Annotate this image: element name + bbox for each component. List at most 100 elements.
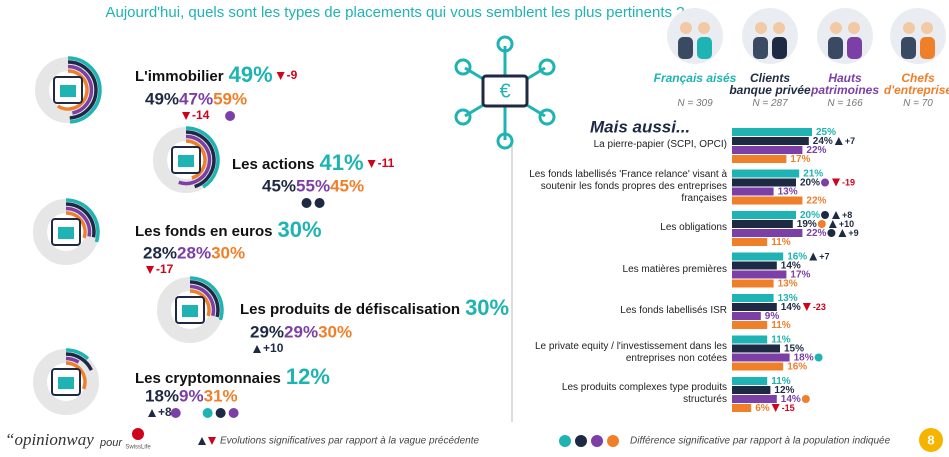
item-total: 12% bbox=[286, 364, 330, 389]
bar bbox=[732, 335, 768, 344]
legend-dot bbox=[575, 435, 587, 447]
evolution-arrow bbox=[253, 345, 262, 353]
bar bbox=[732, 196, 803, 205]
difference-dot bbox=[821, 178, 830, 187]
item-name: Les fonds en euros bbox=[135, 223, 273, 240]
category-label: Les fonds labellisés 'France relance' vi… bbox=[529, 168, 727, 204]
item-value: 59% bbox=[213, 89, 247, 108]
evolution-arrow bbox=[198, 437, 206, 445]
ring-arc bbox=[65, 356, 80, 364]
ring-arc bbox=[178, 134, 212, 186]
bar bbox=[732, 128, 812, 136]
bar-value: 19% bbox=[797, 219, 817, 230]
item-total: 41% bbox=[320, 150, 364, 175]
difference-dot bbox=[817, 220, 826, 228]
bar-value: 16% bbox=[787, 362, 807, 373]
evolution-arrow bbox=[771, 404, 780, 412]
population-icon bbox=[817, 8, 873, 64]
bar-value: 11% bbox=[771, 320, 791, 331]
item-name: Les actions bbox=[232, 156, 315, 173]
ring-arc bbox=[67, 64, 94, 115]
person-body bbox=[772, 37, 787, 59]
evolution-arrow bbox=[146, 266, 155, 274]
item-value: 29% bbox=[250, 322, 284, 341]
evolution-arrow bbox=[367, 160, 376, 168]
bar-value: 24% bbox=[813, 136, 833, 147]
difference-dot bbox=[801, 395, 810, 403]
category-label: Les produits complexes type produits str… bbox=[561, 382, 727, 405]
bar-value: 13% bbox=[778, 293, 798, 304]
bar bbox=[732, 377, 768, 385]
bar bbox=[732, 294, 774, 302]
bar-value: 22% bbox=[806, 228, 826, 239]
evolution: +9 bbox=[848, 228, 858, 238]
item-value: 28% bbox=[177, 243, 211, 262]
person-head bbox=[755, 22, 767, 34]
evolution-legend: Evolutions significatives par rapport à … bbox=[220, 436, 479, 447]
ring-bg bbox=[35, 57, 101, 123]
ring-arc bbox=[185, 139, 207, 180]
item-name: Les produits de défiscalisation bbox=[240, 301, 460, 318]
bar bbox=[732, 270, 787, 279]
difference-dot bbox=[821, 211, 830, 219]
evolution-arrow bbox=[276, 72, 285, 80]
difference-dot bbox=[228, 408, 239, 418]
item-value: 9% bbox=[179, 386, 204, 405]
category-label: Les obligations bbox=[660, 222, 727, 233]
evolution-arrow bbox=[834, 137, 843, 145]
page-number: 8 bbox=[927, 432, 934, 447]
difference-dot bbox=[314, 198, 325, 208]
bar-value: 13% bbox=[778, 279, 798, 290]
bar bbox=[732, 220, 793, 228]
item-value: 18% bbox=[145, 386, 179, 405]
legend-dot bbox=[591, 435, 603, 447]
bar bbox=[732, 312, 761, 320]
population-name: Clients banque privée bbox=[729, 71, 811, 97]
evolution: +8 bbox=[842, 210, 852, 220]
bar-value: 17% bbox=[790, 154, 810, 165]
evolution: +7 bbox=[845, 136, 855, 146]
item-value: 55% bbox=[296, 176, 330, 195]
legend-dot bbox=[607, 435, 619, 447]
difference-dot bbox=[170, 408, 181, 418]
bar-value: 14% bbox=[781, 302, 801, 313]
ring-arc bbox=[65, 352, 93, 371]
bar bbox=[732, 187, 774, 196]
bar bbox=[732, 238, 768, 246]
ring-arc bbox=[185, 126, 220, 189]
bar-value: 22% bbox=[806, 196, 826, 207]
ring-arc bbox=[185, 130, 216, 189]
item-icon-detail bbox=[178, 155, 194, 167]
bar bbox=[732, 261, 777, 270]
bar bbox=[732, 229, 803, 237]
evolution-arrow bbox=[832, 211, 841, 219]
person-head bbox=[680, 22, 692, 34]
evolution: -14 bbox=[192, 108, 210, 122]
evolution-arrow bbox=[832, 178, 841, 187]
bar bbox=[732, 321, 768, 329]
bar bbox=[732, 252, 784, 261]
bar bbox=[732, 386, 771, 394]
network-icon: € bbox=[454, 35, 556, 150]
bar-value: 11% bbox=[771, 335, 791, 346]
ring-arc bbox=[189, 280, 220, 318]
ring-arc bbox=[65, 206, 92, 237]
ring-arc bbox=[189, 276, 224, 321]
person-head bbox=[830, 22, 842, 34]
evolution-arrow bbox=[809, 252, 818, 261]
category-label: La pierre-papier (SCPI, OPCI) bbox=[593, 139, 727, 150]
ring-bg bbox=[33, 199, 99, 265]
difference-dot bbox=[225, 111, 236, 121]
item-value: 29% bbox=[284, 322, 318, 341]
evolution: -15 bbox=[782, 403, 795, 413]
population-icon bbox=[742, 8, 798, 64]
ring-bg bbox=[33, 349, 99, 415]
title: Aujourd'hui, quels sont les types de pla… bbox=[105, 4, 684, 21]
bar-value: 16% bbox=[787, 252, 807, 263]
bar-value: 6% bbox=[755, 403, 770, 414]
item-total: 30% bbox=[278, 217, 322, 242]
ring-bg bbox=[157, 277, 223, 343]
evolution-arrow bbox=[182, 112, 191, 120]
bar-value: 15% bbox=[784, 344, 804, 355]
difference-dot bbox=[301, 198, 312, 208]
